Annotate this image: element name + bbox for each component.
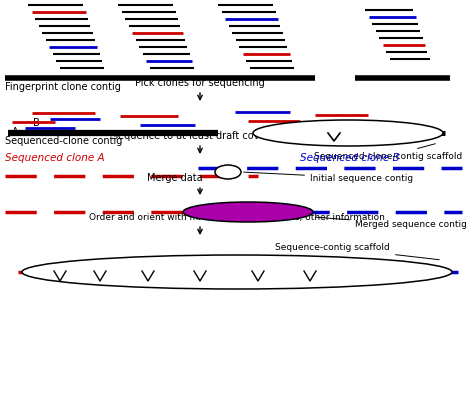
Text: Merged sequence contig: Merged sequence contig [316,217,467,229]
Text: Pick clones for sequencing: Pick clones for sequencing [135,78,265,88]
Text: Sequence to at least draft coverage: Sequence to at least draft coverage [112,131,288,141]
Ellipse shape [183,202,313,222]
Text: Sequenced clone A: Sequenced clone A [5,153,105,163]
Text: B: B [33,118,40,128]
Text: Merge data: Merge data [147,173,203,183]
Text: Order and orient with mRNA, paired end reads, other information: Order and orient with mRNA, paired end r… [89,213,385,222]
Text: Initial sequence contig: Initial sequence contig [244,172,413,183]
Text: Sequenced-clone contig: Sequenced-clone contig [5,136,122,146]
Text: Fingerprint clone contig: Fingerprint clone contig [5,82,121,92]
Text: Sequenced clone B: Sequenced clone B [300,153,400,163]
Ellipse shape [253,120,443,146]
Text: Sequence-contig scaffold: Sequence-contig scaffold [275,243,439,260]
Ellipse shape [215,165,241,179]
Ellipse shape [22,255,452,289]
Text: Sequenced-clone-contig scaffold: Sequenced-clone-contig scaffold [314,144,462,161]
Text: A: A [12,127,18,137]
